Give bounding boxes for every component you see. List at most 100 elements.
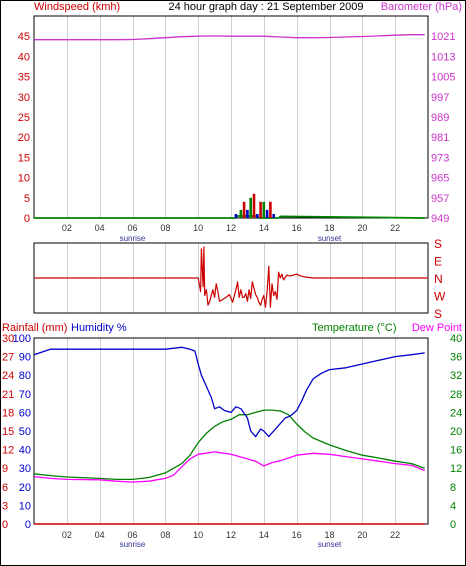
wind-y-tick-label: 20: [18, 132, 30, 144]
x-tick-label: 06: [127, 223, 137, 233]
rain-y-tick-label: 30: [2, 333, 14, 345]
baro-y-tick-label: 1021: [431, 31, 455, 43]
rain-y-tick-label: 15: [2, 426, 14, 438]
compass-label-n: N: [434, 272, 443, 286]
wind-gust-bar: [259, 201, 262, 218]
wind-gust-bar: [249, 197, 252, 218]
baro-y-tick-label: 957: [431, 193, 449, 205]
rain-y-tick-label: 3: [2, 500, 8, 512]
x-tick-label: 04: [95, 223, 105, 233]
humidity-y-tick-label: 90: [19, 352, 31, 364]
x-tick-label: 06: [127, 530, 137, 540]
sunrise-label: sunrise: [120, 234, 146, 243]
compass-label-s: S: [434, 307, 442, 321]
wind-direction-line: [34, 246, 428, 308]
temp-y-tick-label: 24: [450, 407, 462, 419]
rain-axis-title: Rainfall (mm): [2, 322, 67, 334]
x-tick-label: 12: [226, 530, 236, 540]
baro-y-tick-label: 965: [431, 173, 449, 185]
x-tick-label: 18: [324, 223, 334, 233]
sunset-label: sunset: [318, 540, 342, 549]
x-tick-label: 02: [62, 530, 72, 540]
wind-y-tick-label: 30: [18, 92, 30, 104]
x-tick-label: 10: [193, 223, 203, 233]
x-tick-label: 20: [357, 530, 367, 540]
humidity-y-tick-label: 100: [13, 333, 31, 345]
temp-y-tick-label: 40: [450, 333, 462, 345]
humidity-y-tick-label: 60: [19, 407, 31, 419]
x-tick-label: 18: [324, 530, 334, 540]
rain-y-tick-label: 21: [2, 389, 14, 401]
wind-y-tick-label: 35: [18, 72, 30, 84]
temp-y-tick-label: 0: [450, 519, 456, 531]
baro-y-tick-label: 981: [431, 132, 449, 144]
wind-y-tick-label: 0: [24, 213, 30, 225]
humidity-y-tick-label: 0: [25, 519, 31, 531]
dew-point-line: [33, 451, 425, 483]
baro-y-tick-label: 1005: [431, 72, 455, 84]
wind-gust-bar: [256, 214, 259, 218]
sunrise-label: sunrise: [120, 540, 146, 549]
x-tick-label: 22: [390, 223, 400, 233]
humidity-y-tick-label: 10: [19, 500, 31, 512]
temp-y-tick-label: 20: [450, 426, 462, 438]
x-tick-label: 16: [292, 530, 302, 540]
wind-y-tick-label: 10: [18, 173, 30, 185]
baro-y-tick-label: 1013: [431, 51, 455, 63]
x-tick-label: 12: [226, 223, 236, 233]
wind-gust-bar: [269, 201, 272, 218]
barometer-line: [34, 34, 425, 41]
wind-gust-bar: [242, 201, 246, 218]
rain-y-tick-label: 9: [2, 463, 8, 475]
rain-y-tick-label: 18: [2, 407, 14, 419]
compass-label-s: S: [434, 237, 442, 251]
humidity-line: [33, 346, 425, 438]
compass-label-w: W: [434, 290, 446, 304]
humidity-y-tick-label: 70: [19, 389, 31, 401]
temp-y-tick-label: 36: [450, 352, 462, 364]
rain-y-tick-label: 24: [2, 370, 14, 382]
x-tick-label: 14: [259, 530, 269, 540]
wind-y-tick-label: 25: [18, 112, 30, 124]
wind-gust-bar: [272, 214, 275, 218]
baro-y-tick-label: 997: [431, 92, 449, 104]
x-tick-label: 08: [160, 223, 170, 233]
baro-axis-title: Barometer (hPa): [381, 1, 462, 13]
chart-title: 24 hour graph day : 21 September 2009: [168, 1, 363, 13]
wind-gust-bar: [246, 209, 249, 218]
x-tick-label: 22: [390, 530, 400, 540]
compass-label-e: E: [434, 255, 442, 269]
rain-y-tick-label: 27: [2, 352, 14, 364]
humidity-y-tick-label: 30: [19, 463, 31, 475]
baro-y-tick-label: 949: [431, 213, 449, 225]
temp-y-tick-label: 32: [450, 370, 462, 382]
wind-gust-bar: [252, 193, 256, 218]
x-tick-label: 08: [160, 530, 170, 540]
temp-y-tick-label: 16: [450, 445, 462, 457]
rain-y-tick-label: 12: [2, 445, 14, 457]
humidity-y-tick-label: 80: [19, 370, 31, 382]
wind-gust-bar: [234, 214, 238, 218]
x-tick-label: 10: [193, 530, 203, 540]
wind-y-tick-label: 45: [18, 31, 30, 43]
x-tick-label: 14: [259, 223, 269, 233]
wind-gust-bar: [262, 201, 266, 218]
x-tick-label: 16: [292, 223, 302, 233]
wind-gust-bar: [239, 209, 243, 218]
chart-panels: 0510152025303540459499579659739819899971…: [2, 15, 462, 549]
temp-y-tick-label: 4: [450, 500, 456, 512]
wind-axis-title: Windspeed (kmh): [34, 1, 120, 13]
humidity-y-tick-label: 50: [19, 426, 31, 438]
temp-y-tick-label: 28: [450, 389, 462, 401]
wind-y-tick-label: 15: [18, 152, 30, 164]
temperature-line: [33, 409, 425, 481]
baro-y-tick-label: 989: [431, 112, 449, 124]
humidity-y-tick-label: 40: [19, 445, 31, 457]
x-tick-label: 04: [95, 530, 105, 540]
wind-y-tick-label: 40: [18, 51, 30, 63]
sunset-label: sunset: [318, 234, 342, 243]
humidity-axis-title: Humidity %: [71, 322, 127, 334]
